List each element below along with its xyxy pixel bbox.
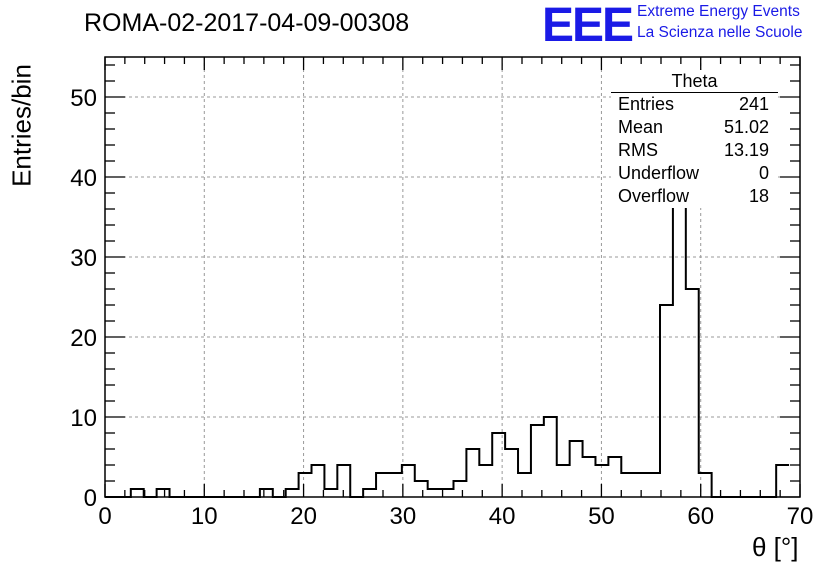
- logo-subtitle-line2: La Scienza nelle Scuole: [637, 24, 803, 41]
- y-tick-label: 50: [70, 85, 97, 112]
- stats-label: Entries: [618, 94, 675, 114]
- stats-row-mean: Mean 51.02: [611, 116, 778, 139]
- x-tick-label: 70: [787, 503, 814, 530]
- stats-box: Theta Entries 241 Mean 51.02 RMS 13.19 U…: [611, 70, 778, 208]
- stats-label: Mean: [618, 117, 664, 137]
- stats-row-entries: Entries 241: [611, 93, 778, 116]
- x-tick-label: 40: [489, 503, 516, 530]
- logo-subtitle-line1: Extreme Energy Events: [637, 3, 800, 20]
- x-tick-label: 0: [98, 503, 111, 530]
- x-tick-label: 20: [290, 503, 317, 530]
- grid-lines: [105, 57, 800, 497]
- x-tick-label: 60: [687, 503, 714, 530]
- y-axis-label: Entries/bin: [6, 64, 37, 187]
- x-tick-label: 50: [588, 503, 615, 530]
- y-tick-label: 30: [70, 245, 97, 272]
- y-tick-label: 20: [70, 325, 97, 352]
- stats-value: 18: [748, 186, 769, 206]
- stats-value: 51.02: [723, 117, 769, 137]
- x-axis-ticks: 0 10 20 30 40 50 60 70: [98, 503, 813, 530]
- stats-value: 13.19: [723, 140, 769, 160]
- y-tick-label: 10: [70, 405, 97, 432]
- stats-label: RMS: [618, 140, 658, 160]
- stats-value: 0: [758, 163, 769, 183]
- stats-value: 241: [738, 94, 769, 114]
- y-tick-label: 40: [70, 165, 97, 192]
- x-tick-label: 30: [390, 503, 417, 530]
- eee-logo: EEE: [542, 0, 634, 52]
- minor-ticks: [104, 57, 801, 498]
- y-axis-ticks: 0 10 20 30 40 50: [70, 85, 97, 512]
- x-tick-label: 10: [191, 503, 218, 530]
- stats-row-overflow: Overflow 18: [611, 185, 778, 208]
- x-axis-label: θ [°]: [752, 532, 799, 562]
- run-title: ROMA-02-2017-04-09-00308: [84, 9, 410, 37]
- stats-label: Overflow: [618, 186, 690, 206]
- stats-row-underflow: Underflow 0: [611, 162, 778, 185]
- plot-frame: [104, 56, 801, 498]
- y-tick-label: 0: [84, 485, 97, 512]
- stats-row-rms: RMS 13.19: [611, 139, 778, 162]
- stats-title: Theta: [611, 70, 778, 93]
- stats-label: Underflow: [618, 163, 700, 183]
